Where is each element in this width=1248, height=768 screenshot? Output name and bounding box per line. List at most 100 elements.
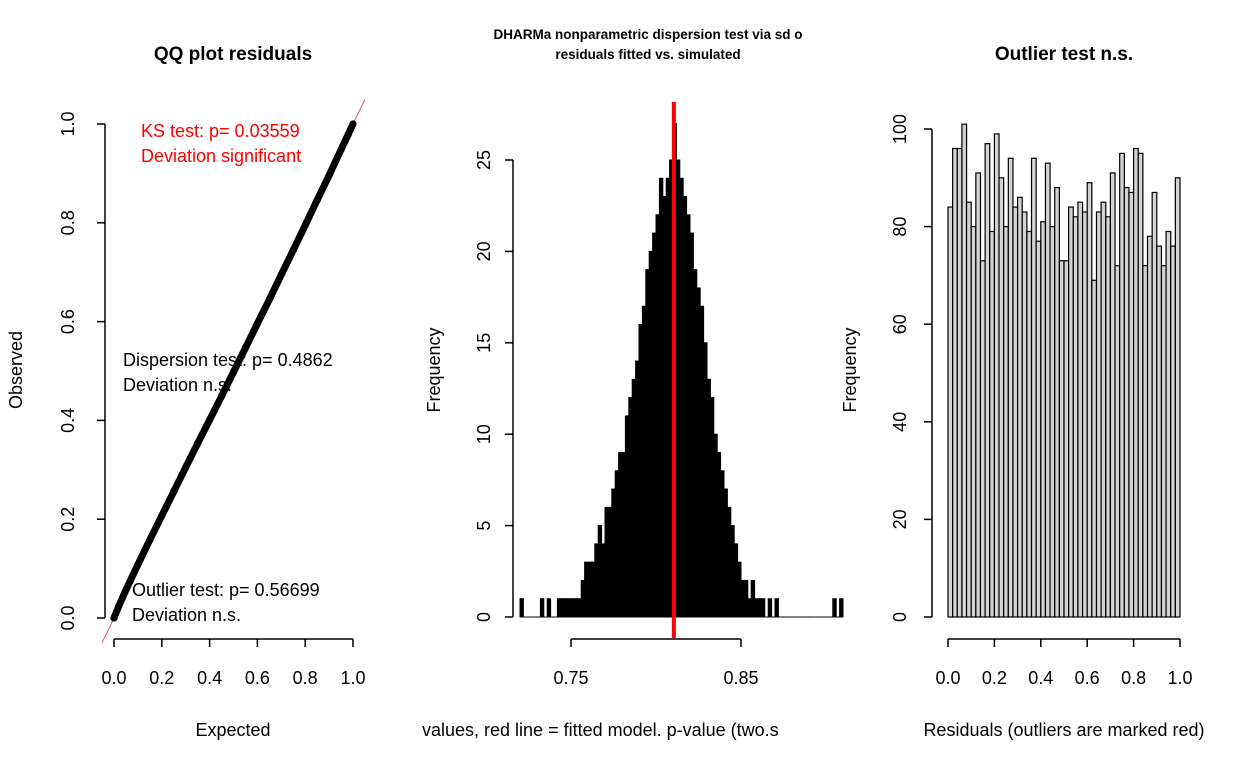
dispersion-y-tick-label: 0 (474, 612, 494, 622)
qq-y-axis: 0.0 0.2 0.4 0.6 0.8 1.0 (58, 111, 106, 631)
outlier-histogram-bar (1132, 147, 1139, 618)
outlier-histogram-bar (1109, 172, 1116, 618)
qq-point (134, 561, 142, 569)
dispersion-x-tick-label: 0.85 (723, 668, 758, 688)
dispersion-histogram-bar (648, 250, 654, 618)
outlier-histogram-bar (1054, 186, 1060, 618)
dispersion-histogram-bar (686, 214, 691, 618)
outlier-histogram-bar (1156, 245, 1163, 618)
qq-point (277, 271, 285, 279)
dispersion-y-axis: 0 5 10 15 20 25 (474, 150, 514, 622)
outlier-histogram-bar (998, 177, 1005, 618)
outlier-histogram-bar (1142, 265, 1149, 618)
outlier-x-tick-label: 0.4 (1028, 668, 1053, 688)
dispersion-histogram-bar (737, 561, 742, 618)
outlier-histogram-bar (1081, 211, 1088, 618)
outlier-histogram-bar (1007, 157, 1014, 618)
outlier-y-tick-label: 80 (890, 217, 910, 237)
qq-point (158, 512, 166, 520)
qq-y-tick-label: 0.8 (58, 210, 78, 235)
qq-x-tick-label: 1.0 (340, 668, 365, 688)
dispersion-histogram-bar (740, 579, 745, 618)
qq-x-tick-label: 0.8 (293, 668, 318, 688)
outlier-test-line1: Outlier test: p= 0.56699 (132, 580, 320, 600)
dispersion-histogram-bar (590, 561, 596, 618)
qq-point (229, 368, 238, 376)
dispersion-histogram-bar (597, 525, 603, 618)
dispersion-histogram-bar (641, 305, 647, 618)
dispersion-y-tick-label: 10 (474, 424, 494, 444)
qq-point (253, 319, 261, 328)
outlier-plot-area (947, 123, 1181, 618)
dispersion-histogram-bar (703, 342, 708, 618)
dispersion-histogram-bar (635, 360, 640, 618)
qq-point (217, 392, 226, 400)
qq-point (170, 487, 178, 496)
outlier-histogram-bar (1068, 206, 1074, 618)
dispersion-histogram-bar (652, 232, 657, 618)
outlier-histogram-bar (1105, 216, 1112, 618)
outlier-histogram-bar (989, 230, 996, 618)
dispersion-histogram-bar (556, 598, 562, 618)
qq-point (241, 344, 250, 352)
outlier-title: Outlier test n.s. (995, 44, 1133, 65)
dispersion-histogram-bar (692, 269, 698, 618)
outlier-x-tick-label: 0.6 (1075, 668, 1100, 688)
dispersion-histogram-bar (563, 598, 569, 618)
dispersion-histogram-bar (760, 598, 766, 618)
outlier-histogram-bar (1063, 260, 1070, 618)
dispersion-histogram-bar (601, 543, 606, 618)
dispersion-y-tick-label: 25 (474, 150, 494, 170)
dispersion-test-line1: Dispersion test: p= 0.4862 (123, 350, 333, 370)
qq-y-tick-label: 1.0 (58, 111, 78, 136)
dispersion-histogram-bar (733, 543, 739, 618)
dispersion-histogram-bar (621, 451, 626, 618)
outlier-y-tick-label: 0 (890, 612, 910, 622)
dispersion-histogram-bar (618, 451, 623, 618)
dispersion-histogram-bar (624, 415, 630, 618)
outlier-histogram-bar (1100, 201, 1107, 618)
qq-point (349, 120, 357, 128)
dispersion-histogram-bar (631, 378, 637, 618)
dispersion-y-tick-label: 15 (474, 333, 494, 353)
outlier-histogram-bar (1040, 221, 1047, 618)
outlier-histogram-bar (1174, 177, 1181, 618)
qq-panel: QQ plot residuals 0.0 0.2 0.4 0.6 0.8 1.0 0.0… (6, 44, 366, 740)
outlier-histogram-bar (1030, 157, 1037, 618)
outlier-histogram-bar (1146, 235, 1153, 618)
dispersion-histogram-bar (614, 470, 620, 618)
dispersion-histogram-bar (720, 470, 725, 618)
outlier-histogram-bar (947, 206, 954, 618)
dispersion-histogram-bar (682, 196, 688, 618)
outlier-panel: Outlier test n.s. 0.0 0.2 0.4 0.6 0.8 1.0 0 20… (840, 44, 1205, 740)
dispersion-histogram-bar (750, 579, 756, 618)
dispersion-histogram-bar (706, 378, 711, 618)
outlier-histogram-bar (984, 143, 991, 618)
outlier-histogram-bar (1021, 211, 1028, 618)
qq-point (344, 130, 352, 138)
dispersion-histogram-bar (709, 397, 715, 618)
dispersion-histogram-bar (675, 159, 681, 618)
dispersion-histogram-bar (580, 579, 586, 618)
outlier-histogram-bar (1072, 216, 1079, 618)
qq-point (115, 602, 123, 610)
dispersion-histogram-bar (645, 269, 650, 618)
outlier-histogram-bar (1137, 152, 1144, 618)
outlier-y-tick-label: 100 (890, 114, 910, 144)
outlier-histogram-bar (1160, 265, 1167, 618)
outlier-y-tick-label: 40 (890, 412, 910, 432)
dispersion-histogram-bar (573, 598, 579, 618)
outlier-x-tick-label: 0.8 (1121, 668, 1146, 688)
dispersion-histogram-bar (747, 598, 752, 618)
dispersion-histogram-bar (519, 598, 524, 618)
outlier-histogram-bar (1151, 191, 1158, 618)
dispersion-histogram-bar (546, 598, 552, 618)
dispersion-histogram-bar (696, 287, 701, 618)
dispersion-histogram-bar (757, 598, 762, 618)
outlier-histogram-bar (975, 172, 982, 618)
dispersion-histogram-bar (628, 397, 633, 618)
qq-point (301, 221, 309, 229)
outlier-histogram-bar (1058, 260, 1065, 618)
qq-point (289, 246, 297, 254)
dispersion-histogram-bar (723, 488, 728, 618)
